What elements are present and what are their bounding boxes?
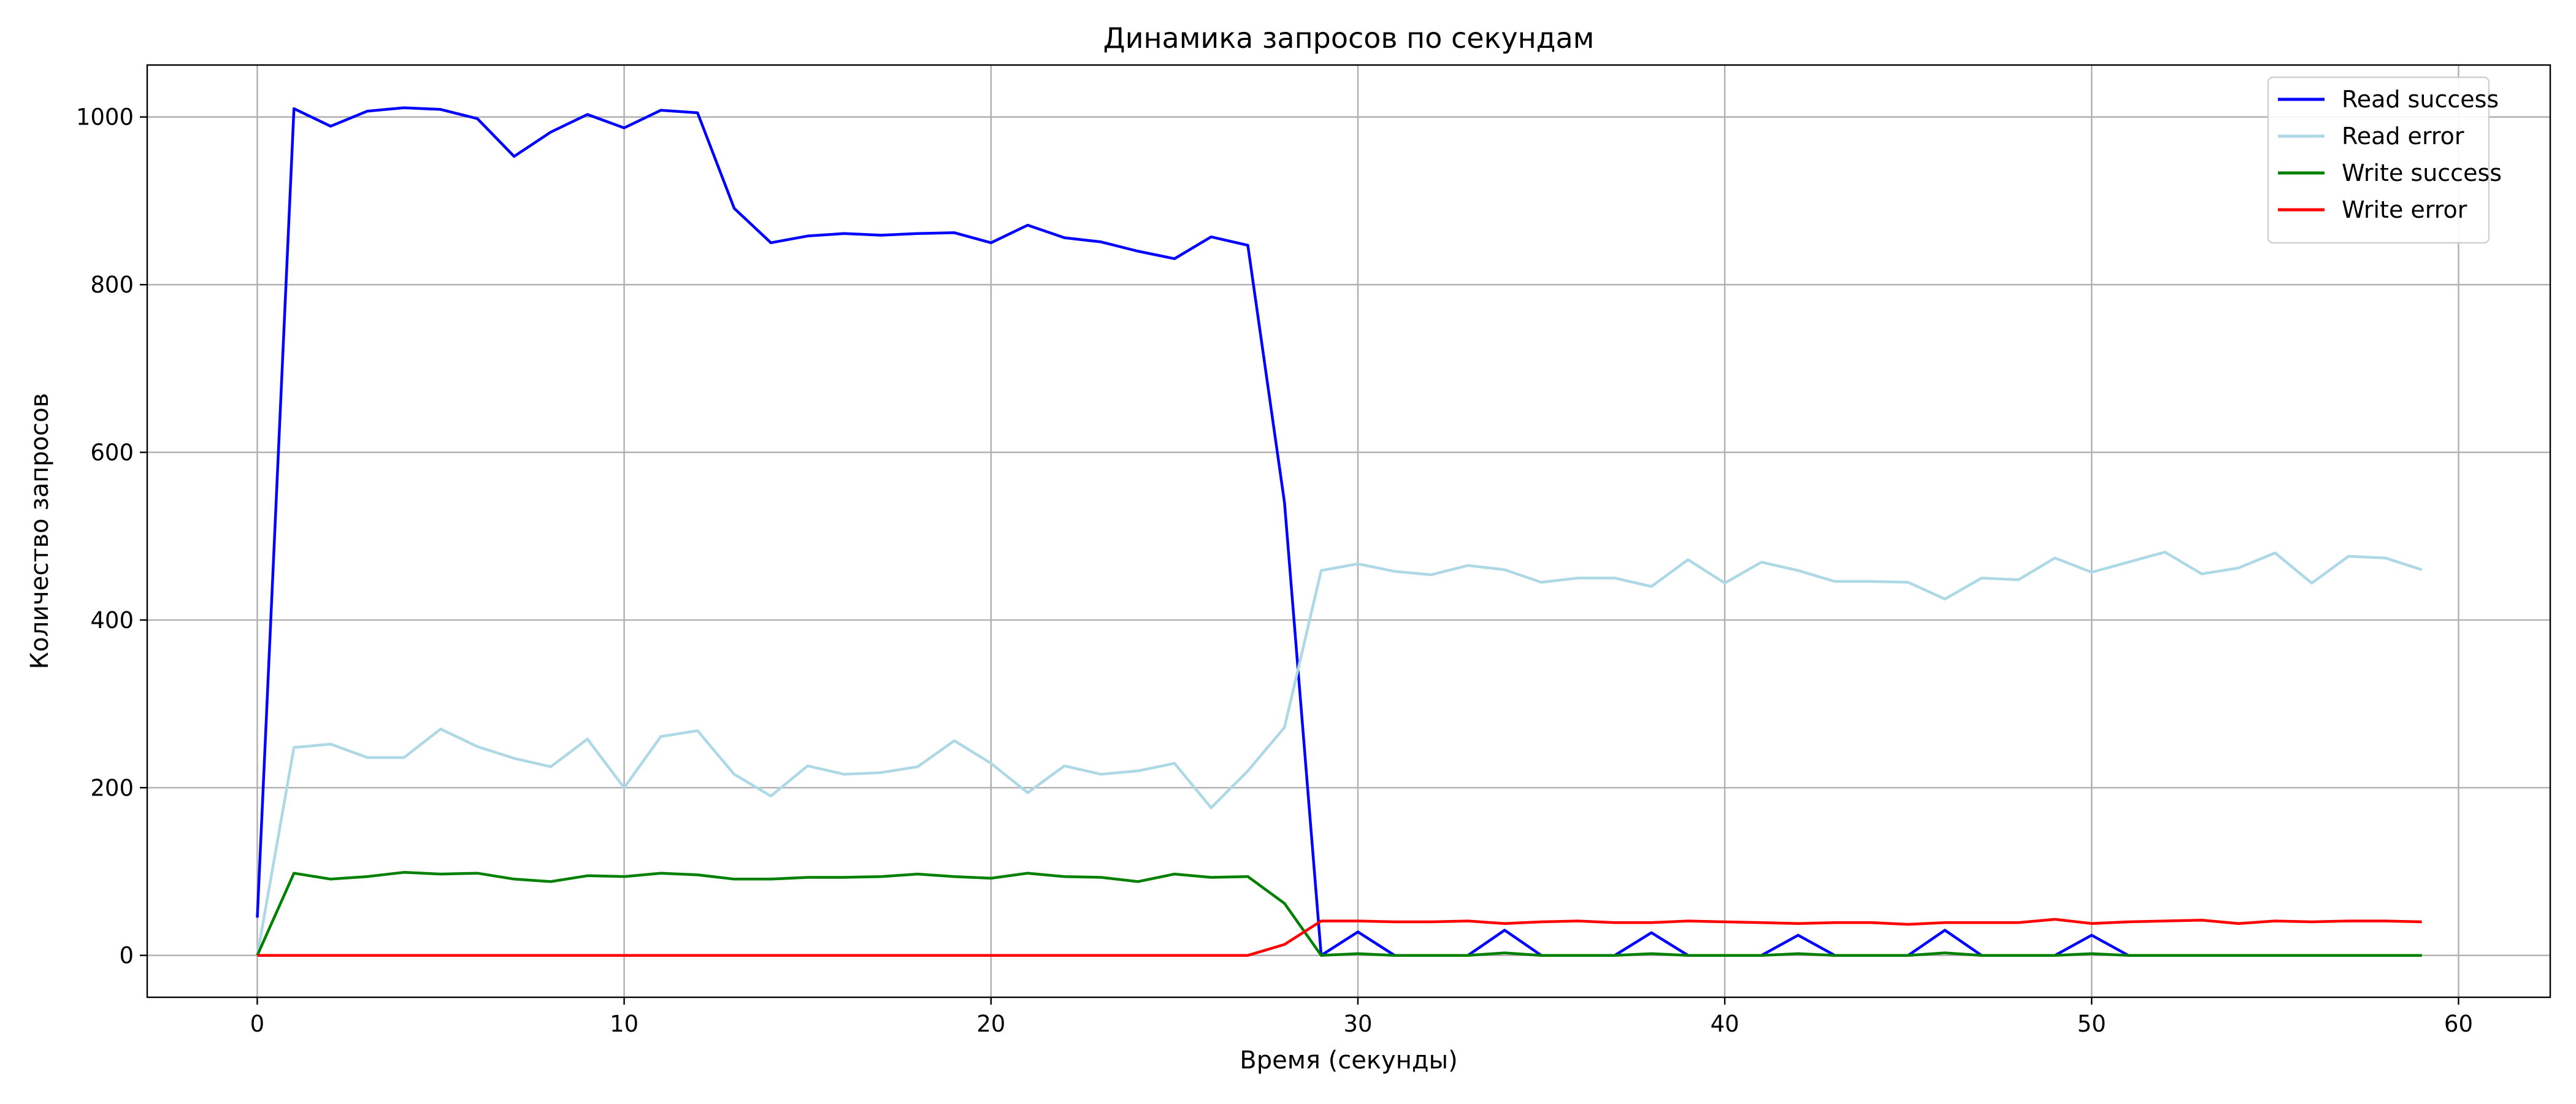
x-tick-label: 30: [1343, 1011, 1372, 1037]
y-tick-label: 600: [90, 440, 134, 466]
legend-label: Write success: [2342, 159, 2502, 186]
legend-box: [2267, 76, 2490, 244]
x-tick-label: 10: [610, 1011, 638, 1037]
y-tick-label: 400: [90, 607, 134, 634]
legend: Read success Read error Write success Write…: [2267, 76, 2502, 244]
x-tick-label: 20: [976, 1011, 1005, 1037]
series-line-write-success: [256, 871, 2422, 957]
x-tick-label: 50: [2077, 1011, 2106, 1037]
chart-title: Динамика запросов по секундам: [1103, 21, 1595, 55]
legend-label: Read error: [2342, 123, 2464, 150]
x-tick-label: 40: [1711, 1011, 1739, 1037]
series-line-read-error: [256, 550, 2423, 956]
grid: [147, 65, 2550, 997]
y-tick-label: 800: [90, 272, 134, 298]
legend-label: Write error: [2342, 196, 2467, 223]
x-tick-label: 60: [2444, 1011, 2473, 1037]
y-tick-label: 200: [90, 775, 134, 801]
y-axis-label: Количество запросов: [26, 393, 54, 670]
x-axis-label: Время (секунды): [1240, 1046, 1457, 1075]
x-tick-label: 0: [250, 1011, 265, 1037]
series-line-read-success: [256, 106, 2422, 957]
series-lines: [256, 106, 2423, 957]
series-line-write-error: [257, 918, 2422, 957]
legend-label: Read success: [2342, 86, 2499, 113]
y-tick-label: 0: [119, 943, 134, 969]
y-tick-label: 1000: [76, 104, 134, 131]
plot-frame: [146, 64, 2551, 999]
